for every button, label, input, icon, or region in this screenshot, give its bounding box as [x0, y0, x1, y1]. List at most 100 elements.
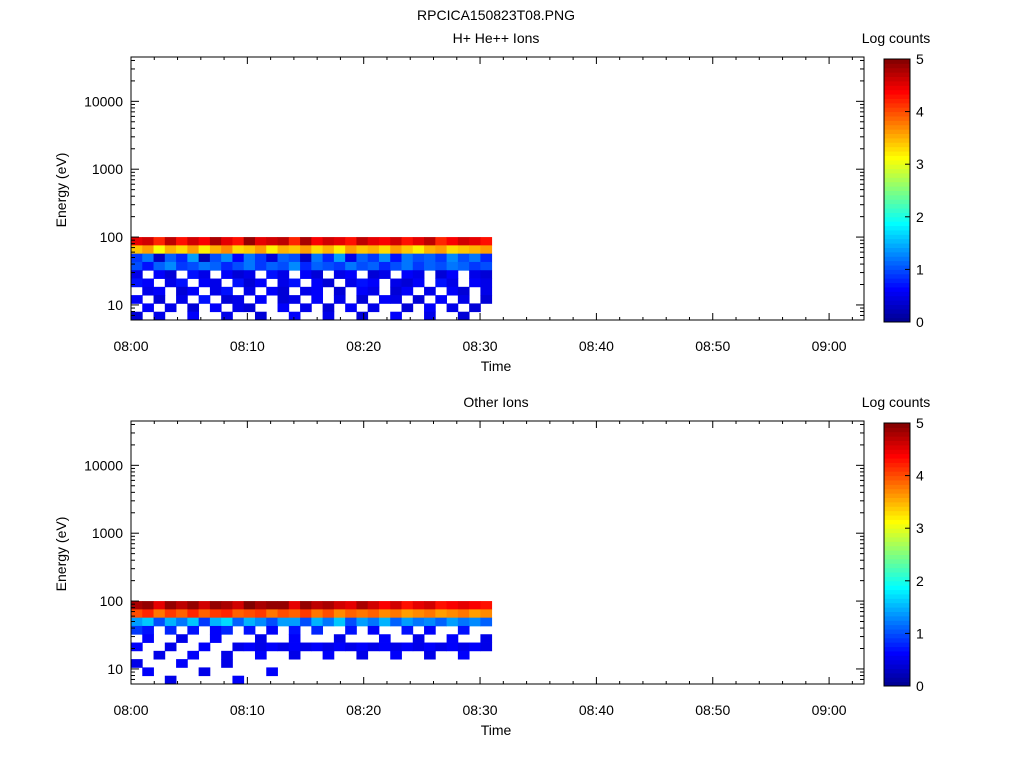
x-tick-label: 08:40	[579, 702, 614, 718]
heatmap-cell	[424, 642, 436, 652]
heatmap-cell	[209, 634, 222, 643]
colorbar-segment	[884, 111, 910, 117]
heatmap-cell	[164, 261, 177, 271]
heatmap-cell	[424, 617, 436, 627]
colorbar-segment	[884, 545, 910, 551]
heatmap-cell	[367, 270, 380, 279]
heatmap-cell	[176, 253, 188, 263]
colorbar-segment	[884, 89, 910, 95]
heatmap-cell	[333, 286, 346, 296]
heatmap-cell	[424, 303, 436, 313]
heatmap-cell	[367, 261, 380, 271]
heatmap-cell	[131, 601, 143, 610]
colorbar-segment	[884, 572, 910, 577]
colorbar-tick-label: 1	[916, 625, 924, 641]
heatmap-cell	[435, 253, 447, 263]
heatmap-cell	[480, 270, 493, 279]
colorbar-segment	[884, 313, 910, 319]
heatmap-cell	[356, 601, 369, 610]
heatmap-cell	[243, 270, 256, 279]
heatmap-cell	[311, 237, 324, 246]
heatmap-cell	[232, 642, 245, 652]
colorbar-segment	[884, 655, 910, 661]
heatmap-cell	[254, 617, 267, 627]
heatmap-cell	[390, 617, 402, 627]
heatmap-cell	[345, 625, 357, 635]
heatmap-cell	[446, 609, 459, 619]
colorbar-segment	[884, 515, 910, 520]
heatmap-cell	[221, 609, 233, 619]
colorbar-segment	[884, 423, 910, 428]
heatmap-cell	[232, 245, 245, 255]
colorbar-segment	[884, 291, 910, 297]
heatmap-cell	[198, 270, 211, 279]
heatmap-cell	[311, 295, 324, 304]
heatmap-cell	[198, 601, 211, 610]
heatmap-cell	[198, 667, 211, 677]
heatmap-cell	[198, 617, 211, 627]
colorbar-segment	[884, 602, 910, 608]
colorbar-segment	[884, 251, 910, 257]
heatmap-cell	[164, 270, 177, 279]
y-tick-label: 1000	[92, 525, 123, 541]
heatmap-cell	[435, 295, 447, 304]
heatmap-cell	[209, 245, 222, 255]
heatmap-cell	[209, 237, 222, 246]
x-tick-label: 08:50	[695, 338, 730, 354]
heatmap-cell	[435, 270, 447, 279]
colorbar-segment	[884, 247, 910, 253]
heatmap-cell	[469, 601, 481, 610]
heatmap-cell	[221, 270, 233, 279]
heatmap-cell	[424, 650, 436, 660]
heatmap-cell	[131, 278, 143, 288]
heatmap-cells	[131, 237, 493, 321]
heatmap-cell	[232, 237, 245, 246]
heatmap-cell	[424, 601, 436, 610]
heatmap-cell	[322, 237, 335, 246]
heatmap-cell	[232, 270, 245, 279]
heatmap-cell	[232, 609, 245, 619]
colorbar-segment	[884, 633, 910, 639]
colorbar-segment	[884, 155, 910, 161]
heatmap-cell	[176, 659, 188, 668]
heatmap-cell	[288, 237, 301, 246]
heatmap-cell	[311, 617, 324, 627]
colorbar-segment	[884, 650, 910, 656]
heatmap-cell	[243, 642, 256, 652]
heatmap-cell	[221, 625, 233, 635]
heatmap-cell	[457, 625, 470, 635]
heatmap-cell	[164, 253, 177, 263]
heatmap-cell	[345, 642, 357, 652]
heatmap-cell	[288, 311, 301, 321]
heatmap-cell	[412, 601, 425, 610]
heatmap-cell	[390, 311, 402, 321]
heatmap-cell	[480, 237, 493, 246]
colorbar-segment	[884, 186, 910, 191]
y-axis-label: Energy (eV)	[53, 153, 69, 228]
colorbar-segment	[884, 243, 910, 248]
heatmap-cell	[457, 237, 470, 246]
heatmap-cell	[266, 642, 278, 652]
heatmap-cell	[446, 278, 459, 288]
y-tick-label: 1000	[92, 161, 123, 177]
colorbar-segment	[884, 124, 910, 130]
colorbar-segment	[884, 286, 910, 292]
heatmap-cell	[367, 253, 380, 263]
heatmap-cell	[390, 237, 402, 246]
heatmap-cell	[209, 609, 222, 619]
heatmap-cell	[221, 617, 233, 627]
heatmap-cell	[446, 642, 459, 652]
colorbar-tick-label: 4	[916, 104, 924, 120]
colorbar-segment	[884, 624, 910, 630]
colorbar-frame	[883, 58, 911, 323]
heatmap-cell	[390, 245, 402, 255]
heatmap-cell	[221, 237, 233, 246]
colorbar-segment	[884, 536, 910, 542]
heatmap-cell	[333, 253, 346, 263]
heatmap-cell	[288, 278, 301, 288]
heatmap-cell	[176, 261, 188, 271]
heatmap-cell	[401, 303, 414, 313]
heatmap-cell	[401, 609, 414, 619]
heatmap-cell	[221, 253, 233, 263]
x-tick-label: 08:20	[346, 702, 381, 718]
